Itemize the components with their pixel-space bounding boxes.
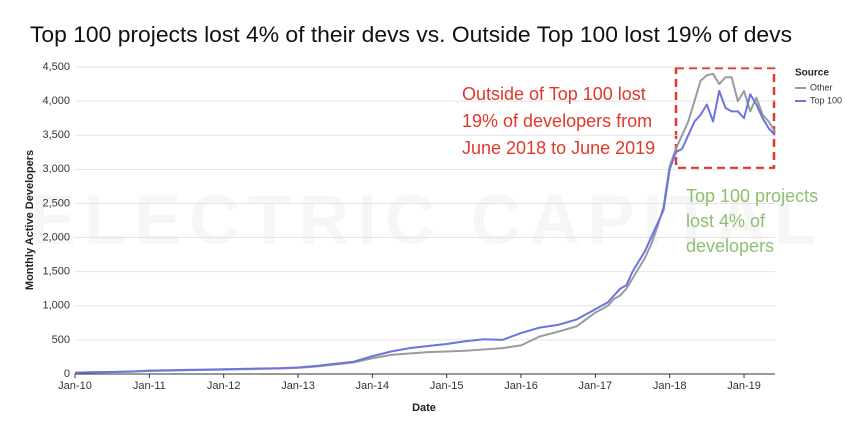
annotation: lost 4% of (686, 211, 766, 231)
legend-title: Source (795, 68, 829, 79)
y-tick-label: 0 (64, 368, 70, 380)
y-tick-label: 500 (52, 334, 70, 346)
x-tick-label: Jan-11 (133, 380, 166, 392)
x-tick-label: Jan-14 (356, 380, 390, 392)
y-tick-label: 4,000 (42, 95, 70, 107)
chart-title: Top 100 projects lost 4% of their devs v… (30, 22, 792, 47)
x-tick-label: Jan-18 (653, 380, 687, 392)
annotation: Top 100 projects (686, 186, 818, 206)
y-tick-label: 2,000 (42, 231, 70, 243)
annotation: 19% of developers from (462, 111, 652, 131)
annotation: Outside of Top 100 lost (462, 84, 646, 104)
x-tick-label: Jan-10 (58, 380, 92, 392)
legend-label: Top 100 (810, 95, 842, 105)
x-tick-label: Jan-13 (281, 380, 315, 392)
x-tick-label: Jan-16 (504, 380, 538, 392)
y-tick-label: 1,500 (42, 266, 70, 278)
legend-label: Other (810, 82, 833, 92)
x-tick-label: Jan-19 (727, 380, 761, 392)
y-tick-label: 1,000 (42, 300, 70, 312)
annotation: June 2018 to June 2019 (462, 138, 655, 158)
y-tick-label: 4,500 (42, 61, 70, 73)
x-axis-title: Date (412, 402, 436, 414)
series-line (74, 89, 776, 374)
y-tick-label: 2,500 (42, 197, 70, 209)
x-tick-label: Jan-12 (207, 380, 241, 392)
y-tick-label: 3,500 (42, 129, 70, 141)
annotation: developers (686, 236, 774, 256)
x-tick-label: Jan-17 (579, 380, 613, 392)
x-tick-label: Jan-15 (430, 380, 464, 392)
highlight-box (674, 66, 776, 170)
y-axis-title: Monthly Active Developers (24, 150, 36, 290)
y-tick-label: 3,000 (42, 163, 70, 175)
